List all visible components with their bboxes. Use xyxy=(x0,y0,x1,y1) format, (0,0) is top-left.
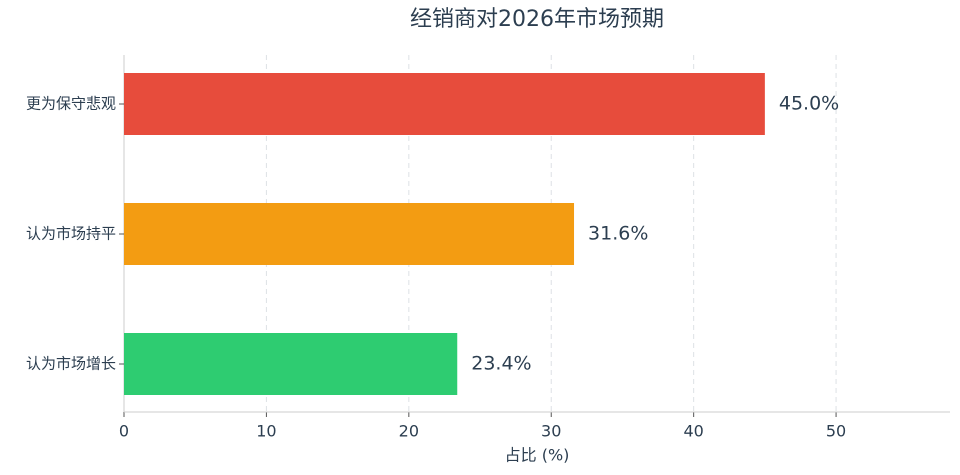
y-tick-label: 更为保守悲观 xyxy=(26,95,116,113)
y-tick-label: 认为市场持平 xyxy=(26,225,116,243)
bar xyxy=(124,203,575,265)
value-label: 23.4% xyxy=(471,353,531,375)
value-label: 45.0% xyxy=(779,93,839,115)
value-label: 31.6% xyxy=(588,223,648,245)
chart-title: 经销商对2026年市场预期 xyxy=(410,7,664,32)
x-tick-label: 50 xyxy=(826,422,846,441)
x-tick-label: 0 xyxy=(119,422,129,441)
y-tick-label: 认为市场增长 xyxy=(26,355,116,373)
x-tick-label: 40 xyxy=(683,422,703,441)
x-tick-label: 30 xyxy=(541,422,561,441)
bar xyxy=(124,333,458,395)
x-axis-label: 占比 (%) xyxy=(505,446,570,465)
x-tick-label: 10 xyxy=(256,422,276,441)
x-tick-label: 20 xyxy=(399,422,419,441)
bar xyxy=(124,73,765,135)
